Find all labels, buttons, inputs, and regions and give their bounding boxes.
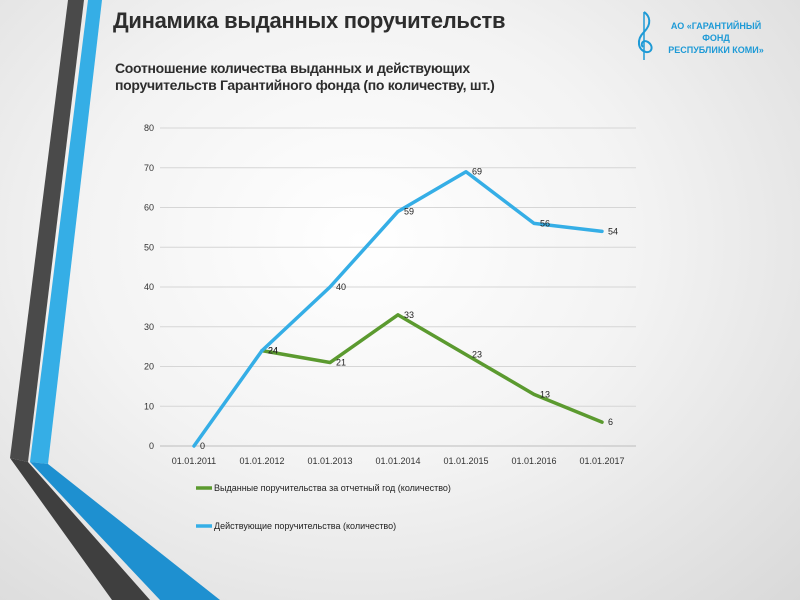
chart-subtitle: Соотношение количества выданных и действ… (115, 60, 495, 93)
y-tick-label: 80 (144, 123, 154, 133)
y-tick-label: 20 (144, 362, 154, 372)
y-tick-label: 30 (144, 322, 154, 332)
y-tick-label: 50 (144, 242, 154, 252)
y-tick-label: 40 (144, 282, 154, 292)
y-tick-label: 10 (144, 401, 154, 411)
data-label: 59 (404, 206, 414, 216)
dark-stripe (10, 0, 84, 462)
treble-clef-icon (638, 11, 653, 60)
logo-line-2: РЕСПУБЛИКИ КОМИ» (668, 45, 764, 55)
series-line-active (192, 169, 604, 448)
data-label: 33 (404, 310, 414, 320)
y-tick-label: 60 (144, 203, 154, 213)
data-label: 24 (268, 346, 278, 356)
series-line-issued (260, 313, 604, 424)
chart-gridlines (160, 127, 636, 447)
y-axis: 0 10 20 30 40 50 60 70 80 (144, 123, 154, 451)
x-axis: 01.01.2011 01.01.2012 01.01.2013 01.01.2014… (172, 456, 625, 466)
x-tick-label: 01.01.2014 (375, 456, 420, 466)
data-label: 0 (200, 441, 205, 451)
blue-diagonal-stripe (30, 462, 220, 600)
data-label: 6 (608, 417, 613, 427)
legend-label: Действующие поручительства (количество) (214, 521, 396, 531)
y-tick-label: 70 (144, 163, 154, 173)
x-tick-label: 01.01.2011 (172, 456, 216, 466)
data-label: 23 (472, 350, 482, 360)
page-title: Динамика выданных поручительств (113, 8, 506, 33)
data-label: 54 (608, 226, 618, 236)
logo-text: АО «ГАРАНТИЙНЫЙ ФОНД РЕСПУБЛИКИ КОМИ» (656, 20, 776, 56)
x-tick-label: 01.01.2016 (511, 456, 556, 466)
data-label: 40 (336, 282, 346, 292)
legend-label: Выданные поручительства за отчетный год … (214, 483, 451, 493)
data-label: 56 (540, 218, 550, 228)
data-label: 13 (540, 389, 550, 399)
logo-line-1: АО «ГАРАНТИЙНЫЙ ФОНД (670, 21, 762, 43)
data-label: 24 (268, 346, 278, 356)
data-label: 69 (472, 167, 482, 177)
y-tick-label: 0 (149, 441, 154, 451)
x-tick-label: 01.01.2012 (239, 456, 284, 466)
chart-legend: Выданные поручительства за отчетный год … (196, 483, 451, 531)
x-tick-label: 01.01.2015 (443, 456, 488, 466)
blue-stripe (30, 0, 102, 464)
dark-diagonal-stripe (10, 458, 150, 600)
chart-series (192, 169, 604, 448)
x-tick-label: 01.01.2017 (579, 456, 624, 466)
x-tick-label: 01.01.2013 (307, 456, 352, 466)
data-label: 21 (336, 358, 346, 368)
